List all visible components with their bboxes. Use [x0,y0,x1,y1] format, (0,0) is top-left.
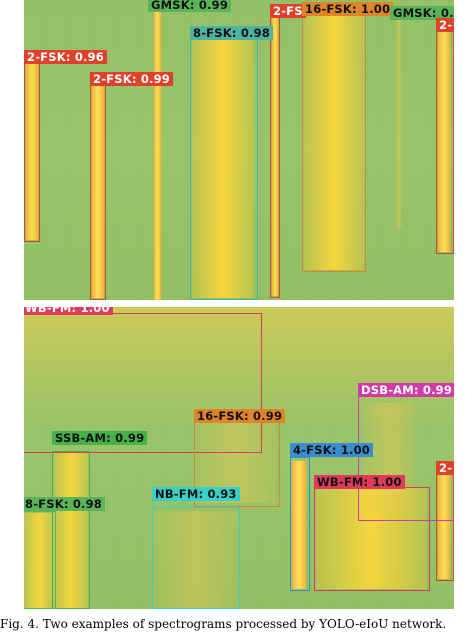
detection-label: SSB-AM: 0.99 [52,431,148,445]
detection-box [152,507,240,609]
detection-box [190,38,258,300]
signal-band [192,40,254,298]
detection-label: GMSK: 0.99 [390,6,454,20]
detection-label: NB-FM: 0.93 [152,487,240,501]
detection-label: 8-FSK: 0.98 [190,26,274,40]
signal-band [54,453,88,609]
detection-label: DSB-AM: 0.99 [358,383,454,397]
detection-label: 16-FSK: 0.99 [194,409,286,423]
detection-label: 2-FS [270,4,306,18]
detection-box [314,487,430,591]
detection-label: 4-FSK: 1.00 [290,443,374,457]
detection-box [52,451,90,609]
signal-band [396,18,402,228]
signal-band [154,511,238,609]
signal-band [272,18,278,296]
signal-band [292,461,306,589]
detection-box [436,28,454,254]
detection-box [24,62,40,242]
detection-label: 2-FSK: 0.99 [90,72,174,86]
signal-band [92,86,104,298]
detection-box [436,473,454,581]
spectrogram-bottom: WB-FM: 1.00 DSB-AM: 0.99 16-FSK: 0.99 SS… [24,307,454,609]
detection-label: 8-FSK: 0.98 [24,497,106,511]
detection-box [24,511,56,609]
detection-label: 2- [436,461,454,475]
signal-band [26,64,38,240]
detection-label: 16-FSK: 1.00 [302,2,394,16]
figure-caption: Fig. 4. Two examples of spectrograms pro… [0,617,447,631]
signal-band [438,30,450,252]
signal-band [24,513,54,609]
detection-label: 2- [436,18,454,32]
signal-band [154,0,161,300]
detection-box [24,313,262,453]
wideband-signal [24,307,454,427]
detection-label: WB-FM: 1.00 [314,475,405,489]
detection-label: WB-FM: 1.00 [24,307,113,315]
detection-label: 2-FSK: 0.96 [24,50,108,64]
signal-band [316,487,426,589]
signal-band [438,475,450,579]
detection-box [90,84,106,300]
signal-band [364,403,414,513]
detection-label: GMSK: 0.99 [148,0,232,12]
spectrogram-top: GMSK: 0.99 2-FS 16-FSK: 1.00 GMSK: 0.99 … [24,0,454,300]
detection-box [302,12,366,272]
detection-box [290,457,310,591]
signal-band [304,14,364,270]
detection-box [270,16,280,298]
